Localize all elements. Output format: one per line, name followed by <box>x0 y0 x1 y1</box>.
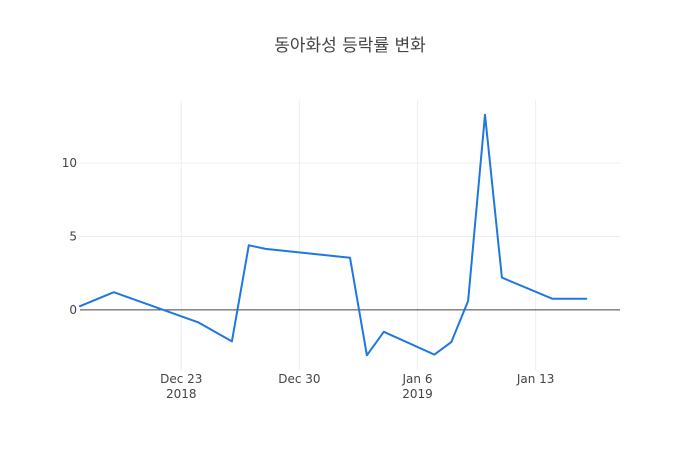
x-tick-label: Jan 13 <box>516 372 555 386</box>
chart-title: 동아화성 등락률 변화 <box>274 36 426 56</box>
x-tick-sublabel: 2018 <box>166 387 197 401</box>
series-layer <box>79 113 588 357</box>
x-tick-label: Dec 23 <box>160 372 202 386</box>
y-tick-label: 5 <box>69 229 77 243</box>
series-line <box>79 113 588 357</box>
x-tick-label: Dec 30 <box>278 372 320 386</box>
y-tick-label: 10 <box>62 156 77 170</box>
x-tick-label: Jan 6 <box>402 372 433 386</box>
y-tick-label: 0 <box>69 303 77 317</box>
grid-layer <box>80 100 620 370</box>
x-tick-sublabel: 2019 <box>402 387 433 401</box>
